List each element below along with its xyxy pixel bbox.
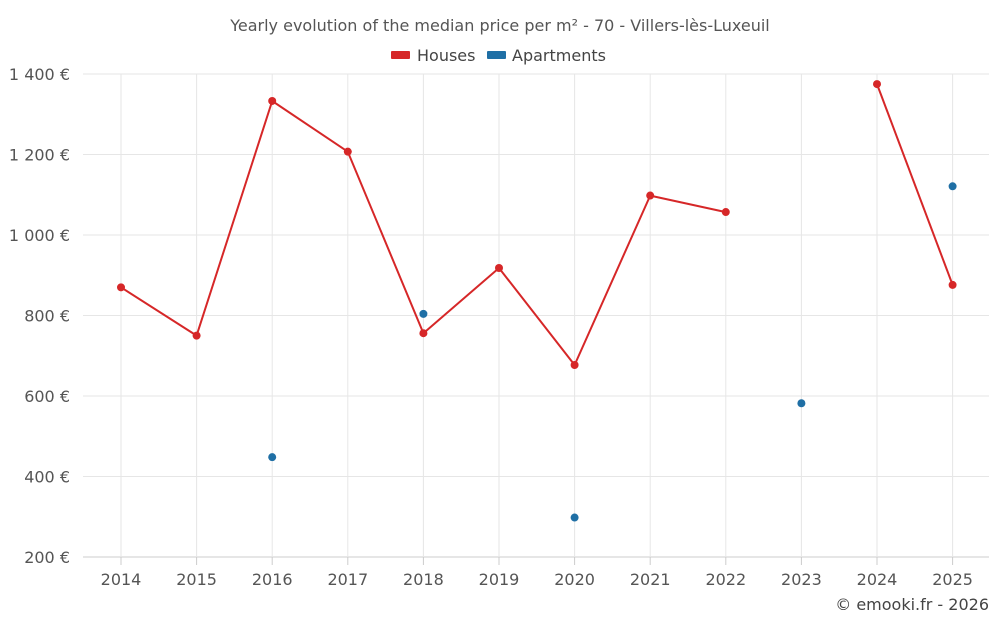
y-gridlines (83, 73, 989, 558)
series-line-houses (876, 83, 954, 286)
x-tick-label: 2018 (403, 570, 444, 589)
data-point-houses[interactable] (646, 191, 655, 200)
x-tick-label: 2023 (781, 570, 822, 589)
x-tick-label: 2024 (857, 570, 898, 589)
x-tick-label: 2021 (630, 570, 671, 589)
y-tick-label: 800 € (24, 307, 70, 326)
x-tick-label: 2022 (705, 570, 746, 589)
x-tick-label: 2017 (327, 570, 368, 589)
legend-swatch-houses[interactable] (391, 51, 410, 59)
credit-text[interactable]: © emooki.fr - 2026 (835, 595, 989, 614)
data-point-apartments[interactable] (797, 399, 806, 408)
x-tick-label: 2020 (554, 570, 595, 589)
data-point-apartments[interactable] (419, 309, 428, 318)
y-tick-label: 1 000 € (9, 226, 70, 245)
legend: Houses Apartments (391, 46, 606, 65)
y-tick-label: 1 200 € (9, 146, 70, 165)
data-point-houses[interactable] (873, 80, 881, 89)
y-axis-ticks: 200 € 400 € 600 € 800 € 1 000 € 1 200 € 1 400 … (9, 65, 70, 567)
x-gridlines (120, 74, 954, 565)
data-point-houses[interactable] (192, 331, 201, 340)
y-tick-label: 600 € (24, 387, 70, 406)
data-point-houses[interactable] (268, 96, 277, 105)
data-point-houses[interactable] (419, 329, 428, 338)
x-tick-label: 2025 (932, 570, 973, 589)
legend-label-apartments[interactable]: Apartments (512, 46, 606, 65)
data-point-apartments[interactable] (948, 182, 957, 191)
data-point-houses[interactable] (948, 280, 957, 289)
y-tick-label: 400 € (24, 468, 70, 487)
data-point-apartments[interactable] (268, 453, 277, 462)
data-point-houses[interactable] (117, 283, 125, 292)
series-lines (120, 83, 954, 366)
x-tick-label: 2019 (479, 570, 520, 589)
x-tick-label: 2014 (101, 570, 142, 589)
legend-label-houses[interactable]: Houses (417, 46, 475, 65)
data-point-houses[interactable] (570, 361, 579, 370)
x-tick-label: 2016 (252, 570, 293, 589)
data-point-apartments[interactable] (570, 513, 579, 522)
series-points (117, 80, 957, 522)
x-axis-ticks: 2014 2015 2016 2017 2018 2019 2020 2021 2022 2023… (101, 570, 973, 589)
x-tick-label: 2015 (176, 570, 217, 589)
y-tick-label: 200 € (24, 548, 70, 567)
data-point-houses[interactable] (495, 264, 503, 273)
legend-swatch-apartments[interactable] (487, 51, 506, 59)
y-tick-label: 1 400 € (9, 65, 70, 84)
data-point-houses[interactable] (343, 147, 352, 156)
data-point-houses[interactable] (721, 208, 730, 217)
chart-title: Yearly evolution of the median price per… (229, 16, 770, 35)
